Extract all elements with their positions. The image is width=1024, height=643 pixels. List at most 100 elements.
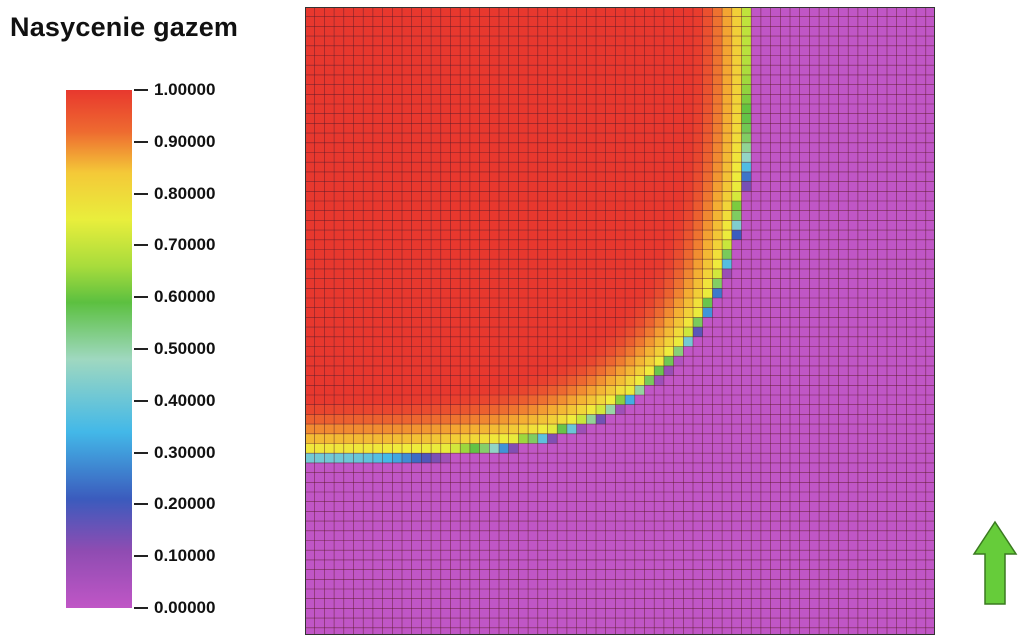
grid-cell xyxy=(596,501,606,512)
grid-cell xyxy=(440,7,451,17)
grid-cell xyxy=(770,45,781,56)
grid-cell xyxy=(528,259,538,270)
grid-cell xyxy=(508,191,519,202)
grid-cell xyxy=(547,268,558,279)
grid-cell xyxy=(469,268,480,279)
grid-cell xyxy=(596,317,606,328)
grid-cell xyxy=(663,365,674,376)
grid-cell xyxy=(372,210,383,221)
grid-cell xyxy=(634,501,645,512)
grid-cell xyxy=(760,492,771,502)
grid-cell xyxy=(722,521,732,531)
grid-cell xyxy=(644,152,655,163)
grid-cell xyxy=(382,336,393,347)
grid-cell xyxy=(450,385,461,396)
grid-cell xyxy=(460,162,471,173)
grid-cell xyxy=(566,618,577,628)
grid-cell xyxy=(421,365,432,376)
grid-cell xyxy=(586,550,597,561)
grid-cell xyxy=(605,385,616,396)
grid-cell xyxy=(625,123,635,134)
scale-tick: 0.80000 xyxy=(134,184,215,204)
grid-cell xyxy=(314,589,325,599)
grid-cell xyxy=(411,433,422,444)
grid-cell xyxy=(450,84,461,95)
grid-cell xyxy=(790,201,800,211)
grid-cell xyxy=(925,317,935,328)
grid-cell xyxy=(528,511,538,522)
grid-cell xyxy=(460,598,471,609)
grid-cell xyxy=(760,26,771,37)
grid-cell xyxy=(809,210,820,221)
grid-cell xyxy=(625,598,635,609)
grid-cell xyxy=(343,482,354,493)
grid-cell xyxy=(819,559,829,570)
grid-cell xyxy=(518,268,529,279)
grid-cell xyxy=(780,104,791,114)
grid-cell xyxy=(353,74,364,85)
grid-cell xyxy=(770,501,781,512)
grid-cell xyxy=(557,453,568,464)
grid-cell xyxy=(819,191,829,202)
grid-cell xyxy=(605,259,616,270)
grid-cell xyxy=(906,307,917,318)
grid-cell xyxy=(654,288,665,299)
grid-cell xyxy=(411,511,422,522)
grid-cell xyxy=(363,501,374,512)
grid-cell xyxy=(499,104,509,114)
grid-cell xyxy=(770,336,781,347)
grid-cell xyxy=(382,530,393,541)
grid-cell xyxy=(586,365,597,376)
grid-cell xyxy=(363,433,374,444)
grid-cell xyxy=(615,162,626,173)
grid-cell xyxy=(916,375,926,386)
grid-cell xyxy=(654,424,665,434)
grid-cell xyxy=(683,346,694,357)
grid-cell xyxy=(576,16,587,27)
grid-cell xyxy=(877,559,888,570)
grid-cell xyxy=(314,239,325,250)
grid-cell xyxy=(896,220,907,231)
grid-cell xyxy=(741,113,752,124)
grid-cell xyxy=(508,550,519,561)
grid-cell xyxy=(760,152,771,163)
grid-cell xyxy=(431,16,441,27)
grid-cell xyxy=(760,589,771,599)
grid-cell xyxy=(363,589,374,599)
grid-cell xyxy=(343,559,354,570)
grid-cell xyxy=(634,26,645,37)
grid-cell xyxy=(518,414,529,425)
grid-cell xyxy=(518,94,529,105)
grid-cell xyxy=(537,462,548,473)
grid-cell xyxy=(760,530,771,541)
grid-cell xyxy=(780,589,791,599)
grid-cell xyxy=(673,579,684,590)
grid-cell xyxy=(751,608,762,619)
grid-cell xyxy=(537,482,548,493)
grid-cell xyxy=(557,142,568,153)
grid-cell xyxy=(392,171,403,182)
grid-cell xyxy=(479,220,490,231)
grid-cell xyxy=(547,501,558,512)
grid-cell xyxy=(479,45,490,56)
grid-cell xyxy=(382,307,393,318)
grid-cell xyxy=(838,501,849,512)
grid-cell xyxy=(343,395,354,405)
grid-cell xyxy=(683,26,694,37)
grid-cell xyxy=(925,375,935,386)
grid-cell xyxy=(343,404,354,415)
grid-cell xyxy=(596,433,606,444)
grid-cell xyxy=(605,16,616,27)
grid-cell xyxy=(566,627,577,635)
grid-cell xyxy=(469,307,480,318)
grid-cell xyxy=(431,501,441,512)
grid-cell xyxy=(828,16,839,27)
grid-cell xyxy=(838,142,849,153)
grid-cell xyxy=(421,317,432,328)
grid-cell xyxy=(576,113,587,124)
grid-cell xyxy=(382,123,393,134)
grid-cell xyxy=(305,424,315,434)
grid-cell xyxy=(440,162,451,173)
grid-cell xyxy=(479,443,490,454)
grid-cell xyxy=(819,298,829,308)
